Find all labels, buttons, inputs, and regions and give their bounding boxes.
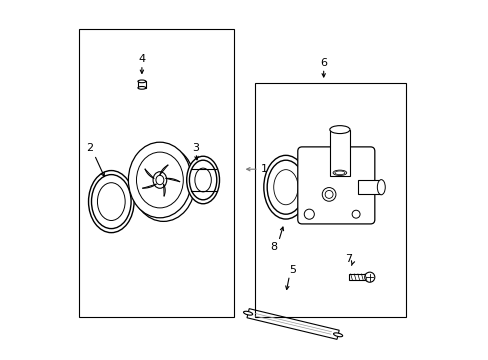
Text: 2: 2 [86, 143, 93, 153]
Ellipse shape [304, 209, 314, 219]
Ellipse shape [91, 175, 131, 229]
Ellipse shape [377, 180, 385, 195]
Ellipse shape [334, 171, 344, 175]
Text: 4: 4 [138, 54, 145, 64]
Ellipse shape [138, 86, 145, 89]
Ellipse shape [329, 126, 349, 134]
Ellipse shape [128, 142, 191, 218]
Ellipse shape [273, 170, 298, 205]
Ellipse shape [136, 152, 183, 208]
Ellipse shape [333, 333, 342, 337]
FancyBboxPatch shape [297, 147, 374, 224]
Ellipse shape [243, 311, 252, 315]
Ellipse shape [132, 146, 195, 221]
Text: 7: 7 [345, 254, 352, 264]
Ellipse shape [351, 210, 359, 218]
Bar [79, 29, 233, 317]
Ellipse shape [138, 80, 145, 83]
Ellipse shape [332, 170, 346, 176]
Bar [357, 180, 381, 194]
Ellipse shape [189, 160, 216, 200]
Ellipse shape [156, 175, 163, 185]
Text: 3: 3 [192, 143, 199, 153]
Polygon shape [246, 309, 339, 339]
Text: 5: 5 [289, 265, 296, 275]
Text: 1: 1 [260, 164, 267, 174]
Text: 6: 6 [320, 58, 326, 68]
Bar [329, 130, 349, 176]
Text: 8: 8 [270, 242, 277, 252]
Ellipse shape [213, 169, 218, 191]
Ellipse shape [186, 156, 219, 204]
Ellipse shape [364, 272, 374, 282]
Bar [348, 274, 367, 280]
Bar [255, 83, 406, 317]
Ellipse shape [153, 172, 166, 188]
Ellipse shape [195, 168, 211, 192]
Ellipse shape [263, 156, 307, 219]
Ellipse shape [266, 160, 304, 214]
Ellipse shape [325, 190, 332, 198]
Ellipse shape [97, 183, 125, 221]
Ellipse shape [322, 188, 335, 201]
Bar [138, 81, 145, 88]
Ellipse shape [88, 171, 134, 233]
